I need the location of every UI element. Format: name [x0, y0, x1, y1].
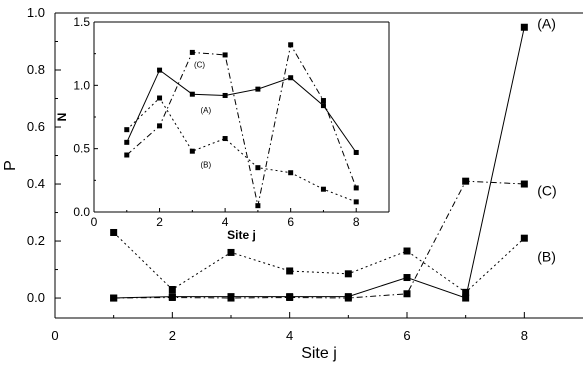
- inset-x-tick-label: 4: [222, 215, 229, 229]
- series-line-2: [113, 180, 525, 299]
- series-label: (A): [537, 16, 556, 32]
- inset-series-label: (A): [201, 106, 212, 115]
- inset-series-line-2: [126, 43, 357, 206]
- y-tick-label: 0.6: [27, 119, 45, 134]
- y-tick-label: 0.4: [27, 176, 45, 191]
- data-point: [110, 228, 118, 236]
- inset-y-tick-label: 1.0: [73, 78, 90, 92]
- y-tick-label: 1.0: [27, 5, 45, 20]
- inset-data-point: [288, 75, 294, 81]
- inset-x-tick-label: 0: [91, 215, 98, 229]
- inset-series-label: (B): [201, 161, 212, 170]
- inset-series-line-1: [126, 97, 357, 203]
- x-tick-label: 2: [169, 328, 176, 343]
- inset-data-point: [157, 95, 163, 101]
- inset-y-tick-label: 0.0: [73, 205, 90, 219]
- inset-data-point: [189, 91, 195, 97]
- data-point: [110, 294, 118, 302]
- series-line-0: [113, 27, 525, 299]
- data-point: [403, 247, 411, 255]
- data-point: [520, 234, 528, 242]
- inset-x-tick-label: 2: [156, 215, 163, 229]
- y-tick-label: 0.0: [27, 290, 45, 305]
- inset-data-point: [124, 139, 130, 145]
- data-point: [403, 274, 411, 282]
- y-tick-label: 0.2: [27, 233, 45, 248]
- inset-data-point: [189, 148, 195, 154]
- data-point: [462, 177, 470, 185]
- data-point: [227, 248, 235, 256]
- inset-data-point: [124, 152, 130, 158]
- y-axis-title: P: [2, 160, 19, 171]
- inset-data-point: [222, 92, 228, 98]
- x-axis-title: Site j: [301, 345, 337, 362]
- series-label: (C): [537, 182, 556, 198]
- x-tick-label: 4: [286, 328, 293, 343]
- data-point: [227, 294, 235, 302]
- inset-data-point: [353, 185, 359, 191]
- inset-data-point: [320, 186, 326, 192]
- y-tick-label: 0.8: [27, 62, 45, 77]
- inset-series-label: (C): [194, 61, 205, 70]
- inset-data-point: [157, 123, 163, 129]
- inset-background: [94, 22, 389, 212]
- inset-data-point: [157, 67, 163, 73]
- inset-series-line-0: [126, 69, 357, 153]
- inset-x-tick-label: 6: [287, 215, 294, 229]
- data-point: [520, 180, 528, 188]
- inset-data-point: [288, 170, 294, 176]
- x-tick-label: 8: [521, 328, 528, 343]
- inset-data-point: [288, 42, 294, 48]
- data-point: [403, 290, 411, 298]
- data-point: [344, 294, 352, 302]
- x-tick-label: 6: [403, 328, 410, 343]
- inset-data-point: [255, 165, 261, 171]
- series-line-1: [113, 232, 525, 293]
- inset-data-point: [320, 103, 326, 109]
- x-tick-label: 0: [51, 328, 58, 343]
- inset-data-point: [255, 203, 261, 209]
- data-point: [286, 293, 294, 301]
- inset-data-point: [222, 52, 228, 58]
- inset-data-point: [353, 149, 359, 155]
- data-point: [462, 288, 470, 296]
- inset-y-axis-title: N: [55, 113, 69, 122]
- data-point: [520, 23, 528, 31]
- inset-x-axis-title: Site j: [227, 228, 256, 242]
- inset-plot: 0 2 4 6 8 0.0 0.5 1.0 1.5 Site j N (C) (A) (B): [55, 15, 390, 242]
- data-point: [168, 285, 176, 293]
- data-point: [462, 294, 470, 302]
- data-point: [168, 293, 176, 301]
- main-plot: 0 2 4 6 8 0.0 0.2 0.4 0.6 0.8 1.0 Site j P (A) (C) (B): [2, 5, 583, 362]
- inset-y-tick-label: 1.5: [73, 15, 90, 29]
- inset-data-point: [320, 98, 326, 104]
- inset-data-point: [255, 86, 261, 92]
- inset-data-point: [222, 136, 228, 142]
- inset-data-point: [189, 49, 195, 55]
- inset-x-tick-label: 8: [353, 215, 360, 229]
- data-point: [344, 270, 352, 278]
- data-point: [286, 267, 294, 275]
- inset-data-point: [124, 127, 130, 133]
- inset-data-point: [353, 199, 359, 205]
- inset-y-tick-label: 0.5: [73, 142, 90, 156]
- series-label: (B): [537, 249, 556, 265]
